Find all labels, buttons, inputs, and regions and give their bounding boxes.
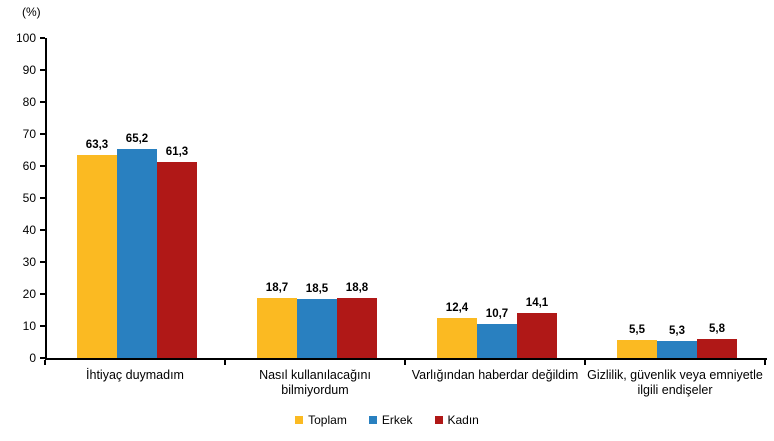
y-tick-mark [40,261,45,263]
y-tick-label: 20 [22,287,36,301]
bar-erkek [657,341,697,358]
bar-value-label: 18,5 [305,282,329,295]
legend-item-kadın: Kadın [434,413,479,427]
y-tick-label: 50 [22,191,36,205]
bar-erkek [117,149,157,358]
x-tick-mark [224,360,226,365]
plot-area: 63,3 65,2 61,3 18,7 18,5 18,8 12,4 10,7 14,1 5,5 5… [45,38,767,360]
bar-value-label: 10,7 [485,307,509,320]
y-tick-label: 70 [22,127,36,141]
y-tick-label: 30 [22,255,36,269]
legend-label: Erkek [381,413,413,427]
bar-value-label: 5,8 [709,323,725,336]
legend-color-swatch [434,416,443,424]
bar-toplam [617,340,657,358]
y-tick-mark [40,293,45,295]
legend-color-swatch [368,416,377,424]
bar-value-label: 63,3 [85,139,109,152]
bar-toplam [437,318,477,358]
x-tick-mark [44,360,46,365]
bar-erkek [477,323,517,358]
y-tick-mark [40,197,45,199]
bar-value-label: 18,7 [265,282,289,295]
bar-value-label: 61,3 [165,145,189,158]
bar-toplam [257,298,297,358]
x-category-label: İhtiyaç duymadım [86,368,184,382]
bar-kadın [157,161,197,358]
bar-value-label: 5,5 [629,324,645,337]
y-tick-mark [40,69,45,71]
x-tick-mark [404,360,406,365]
y-tick-mark [40,229,45,231]
legend-item-erkek: Erkek [368,413,413,427]
legend-label: Toplam [308,413,347,427]
y-tick-label: 100 [15,31,36,45]
x-category-label: Nasıl kullanılacağını bilmiyordum [259,368,371,397]
legend-item-toplam: Toplam [295,413,347,427]
x-tick-mark [764,360,766,365]
bar-value-label: 14,1 [525,296,549,309]
y-tick-label: 10 [22,319,36,333]
y-tick-label: 90 [22,63,36,77]
bar-value-label: 5,3 [669,325,685,338]
bar-value-label: 18,8 [345,281,369,294]
bar-toplam [77,155,117,358]
bar-kadın [337,297,377,358]
y-tick-label: 60 [22,159,36,173]
y-tick-mark [40,325,45,327]
bar-kadın [517,312,557,358]
bar-value-label: 65,2 [125,133,149,146]
y-tick-mark [40,357,45,359]
x-category-label: Varlığından haberdar değildim [411,368,579,382]
bar-erkek [297,298,337,358]
legend-color-swatch [295,416,304,424]
y-tick-mark [40,165,45,167]
y-tick-label: 0 [29,351,36,365]
x-tick-mark [584,360,586,365]
y-tick-label: 80 [22,95,36,109]
x-category-label: Gizlilik, güvenlik veya emniyetle ilgili… [587,368,763,397]
y-tick-mark [40,133,45,135]
bar-kadın [697,339,737,358]
y-tick-label: 40 [22,223,36,237]
legend-label: Kadın [447,413,479,427]
bar-value-label: 12,4 [445,302,469,315]
y-tick-mark [40,37,45,39]
y-axis-title: (%) [22,5,41,19]
legend: Toplam Erkek Kadın [0,413,774,427]
y-tick-mark [40,101,45,103]
